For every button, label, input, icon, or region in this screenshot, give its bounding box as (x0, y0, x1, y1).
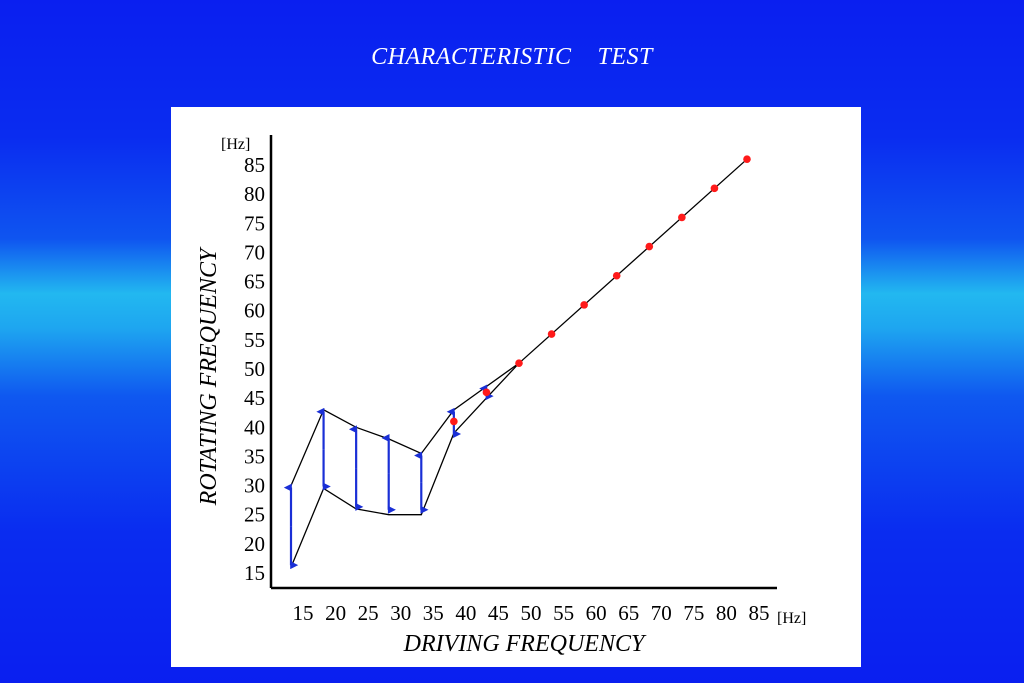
measured-point (678, 213, 686, 222)
x-tick-label: 15 (293, 601, 314, 625)
measured-point (743, 155, 751, 163)
x-tick-label: 55 (553, 601, 574, 625)
y-tick-label: 45 (244, 386, 265, 410)
x-tick-label: 20 (325, 601, 346, 625)
x-tick-label: 35 (423, 601, 444, 625)
y-tick-label: 85 (244, 153, 265, 177)
x-tick-label: 60 (586, 601, 607, 625)
measured-point (580, 301, 588, 309)
y-unit-label: [Hz] (221, 136, 250, 153)
x-tick-label: 65 (618, 601, 639, 625)
y-tick-label: 55 (244, 328, 265, 352)
y-axis-title: ROTATING FREQUENCY (196, 246, 222, 506)
x-tick-label: 30 (390, 601, 411, 625)
measured-point (547, 330, 556, 338)
y-tick-label: 80 (244, 182, 265, 206)
measured-point (482, 388, 491, 397)
y-tick-label: 60 (244, 299, 265, 323)
x-axis-title: DRIVING FREQUENCY (403, 631, 647, 657)
characteristic-chart: 15 20 25 30 35 40 45 50 55 60 65 70 75 80 85 15 20 25 30 35… (196, 135, 806, 657)
measured-point (515, 359, 523, 367)
x-unit-label: [Hz] (777, 610, 806, 627)
x-tick-label: 75 (683, 601, 704, 625)
y-tick-label: 30 (244, 474, 265, 498)
slide-title: CHARACTERISTIC TEST (371, 44, 653, 70)
x-tick-label: 80 (716, 601, 737, 625)
series-line-1 (290, 362, 520, 486)
y-tick-label: 65 (244, 270, 265, 294)
x-tick-label: 40 (455, 601, 476, 625)
series-line-2 (290, 362, 520, 568)
measured-point (450, 417, 458, 426)
chart-panel: 15 20 25 30 35 40 45 50 55 60 65 70 75 80 85 15 20 25 30 35… (171, 107, 861, 667)
x-tick-label: 45 (488, 601, 509, 625)
measured-point (710, 184, 719, 193)
x-tick-label: 85 (749, 601, 770, 625)
x-tick-label: 70 (651, 601, 672, 625)
x-tick-label: 50 (521, 601, 542, 625)
y-tick-label: 70 (244, 240, 265, 264)
measured-point (612, 271, 621, 280)
y-tick-label: 20 (244, 532, 265, 556)
y-tick-label: 15 (244, 561, 265, 585)
y-tick-label: 25 (244, 503, 265, 527)
y-tick-label: 50 (244, 357, 265, 381)
series-line-3 (518, 158, 748, 364)
measured-point (645, 242, 654, 251)
y-tick-label: 75 (244, 211, 265, 235)
y-tick-label: 35 (244, 444, 265, 468)
y-tick-label: 40 (244, 415, 265, 439)
x-tick-label: 25 (358, 601, 379, 625)
